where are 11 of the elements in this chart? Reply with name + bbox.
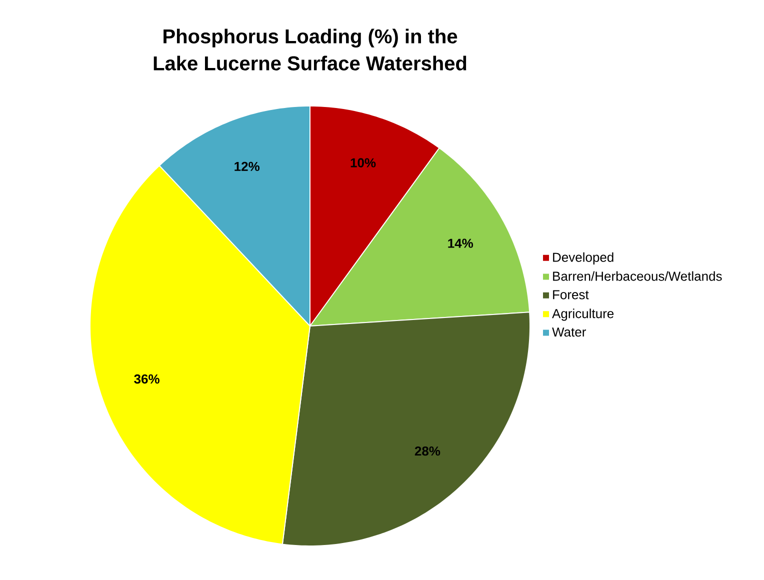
data-label: 14% (448, 238, 474, 248)
data-label: 36% (134, 374, 160, 384)
data-label: 10% (350, 158, 376, 168)
legend-label: Water (552, 328, 586, 337)
legend-label: Agriculture (552, 308, 614, 321)
data-label: 12% (234, 162, 260, 172)
data-label: 28% (414, 446, 440, 456)
legend-label: Developed (553, 252, 614, 264)
chart-title: Phosphorus Loading (%) in the Lake Lucerne Surface Watershed (154, 28, 466, 70)
legend-label: Barren/Herbaceous/Wetlands (553, 271, 722, 281)
legend-label: Forest (553, 290, 589, 300)
